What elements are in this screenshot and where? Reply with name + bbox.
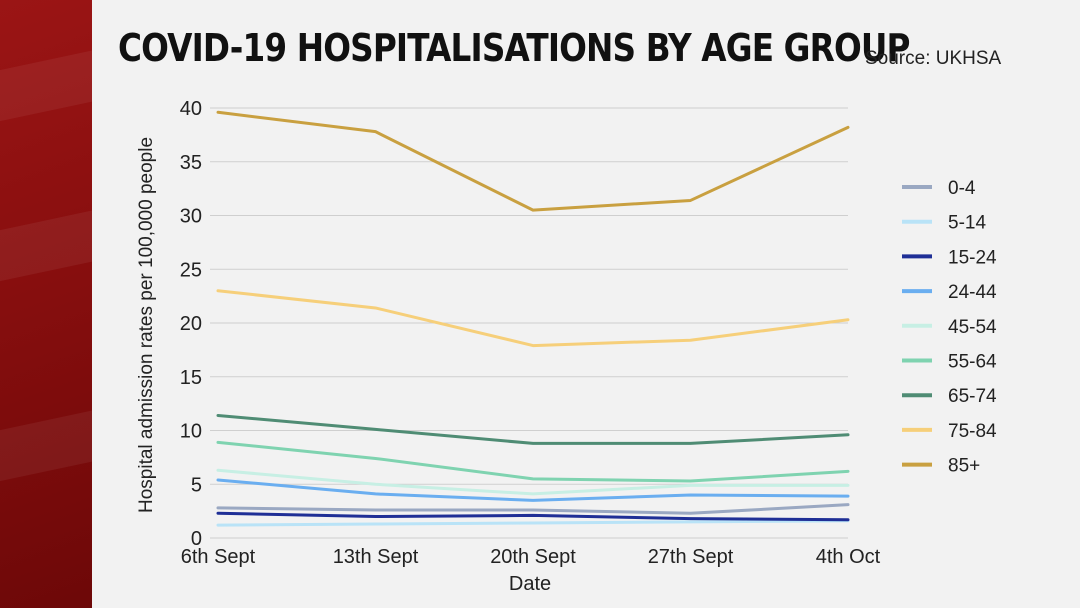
- x-tick-label: 13th Sept: [333, 546, 419, 568]
- y-tick-label: 30: [180, 206, 202, 228]
- x-tick-label: 6th Sept: [181, 546, 256, 568]
- series-line-15-24: [216, 511, 850, 522]
- y-tick-label: 35: [180, 152, 202, 174]
- legend-label: 65-74: [948, 386, 997, 407]
- x-axis-label: Date: [509, 573, 551, 595]
- y-tick-label: 15: [180, 367, 202, 389]
- legend-label: 24-44: [948, 282, 997, 303]
- series-lines: [216, 110, 850, 527]
- series-line-85+: [216, 110, 850, 212]
- legend-label: 75-84: [948, 421, 997, 442]
- source-label: Source: UKHSA: [865, 48, 1002, 69]
- series-line-45-54: [216, 468, 850, 496]
- legend-label: 55-64: [948, 352, 997, 373]
- x-tick-label: 27th Sept: [648, 546, 734, 568]
- series-line-55-64: [216, 440, 850, 483]
- series-line-75-84: [216, 289, 850, 348]
- chart-panel: [92, 0, 1080, 608]
- background-red-panel: [0, 0, 134, 608]
- legend-label: 5-14: [948, 213, 986, 234]
- legend-label: 0-4: [948, 178, 976, 199]
- y-tick-label: 5: [191, 474, 202, 496]
- series-line-5-14: [216, 519, 850, 527]
- series-line-24-44: [216, 478, 850, 502]
- x-tick-label: 4th Oct: [816, 546, 881, 568]
- legend-label: 15-24: [948, 247, 997, 268]
- x-axis-ticks: 6th Sept 13th Sept 20th Sept 27th Sept 4th O…: [181, 546, 881, 568]
- y-tick-label: 10: [180, 421, 202, 443]
- y-axis-label: Hospital admission rates per 100,000 peo…: [136, 137, 157, 513]
- legend: 0-4 5-14 15-24 24-44 45-54 55-64 65-74 75-84 85+: [902, 178, 997, 477]
- y-tick-label: 20: [180, 313, 202, 335]
- x-tick-label: 20th Sept: [490, 546, 576, 568]
- chart-title: COVID-19 HOSPITALISATIONS BY AGE GROUP: [118, 26, 911, 70]
- series-line-0-4: [216, 503, 850, 515]
- legend-label: 85+: [948, 456, 980, 477]
- y-tick-label: 40: [180, 98, 202, 120]
- series-line-65-74: [216, 413, 850, 445]
- legend-label: 45-54: [948, 317, 997, 338]
- y-axis-ticks: 0 5 10 15 20 25 30 35 40: [180, 98, 202, 550]
- y-tick-label: 25: [180, 259, 202, 281]
- y-tick-label: 0: [191, 528, 202, 550]
